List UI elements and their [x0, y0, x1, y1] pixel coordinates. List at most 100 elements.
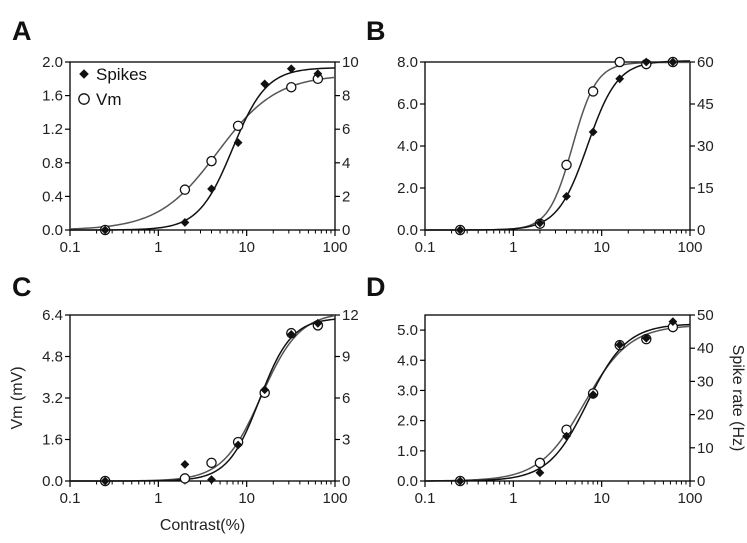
- spikes-point: [313, 318, 323, 328]
- panel-letter: A: [12, 16, 32, 46]
- x-tick-label: 1: [509, 490, 517, 507]
- y-left-tick-label: 0.4: [42, 188, 63, 205]
- y-left-tick-label: 5.0: [397, 322, 418, 339]
- y-right-tick-label: 30: [697, 138, 714, 155]
- y-right-tick-label: 40: [697, 340, 714, 357]
- panel-letter: D: [366, 272, 386, 302]
- x-tick-label: 10: [593, 239, 610, 256]
- x-tick-label: 100: [677, 239, 702, 256]
- panel-letter: B: [366, 16, 386, 46]
- plot-frame: [424, 61, 691, 231]
- y-left-tick-label: 0.0: [397, 222, 418, 239]
- x-tick-label: 0.1: [60, 239, 81, 256]
- spikes-point: [207, 184, 216, 194]
- y-right-tick-label: 2: [342, 188, 350, 205]
- legend-spikes-marker: [79, 69, 89, 79]
- vm-point: [614, 56, 625, 68]
- y-axis-right-title: Spike rate (Hz): [729, 345, 746, 452]
- panel-D: D 0.1 1 10 100 0.0 1.0 2.0 3.0 4.0 5.0 0 10 20 30 40 50: [366, 272, 714, 507]
- y-left-tick-label: 4.0: [397, 138, 418, 155]
- y-left-tick-label: 1.6: [42, 88, 63, 105]
- vm-point: [232, 120, 244, 132]
- plot-frame: [424, 314, 691, 482]
- x-tick-label: 0.1: [415, 239, 436, 256]
- vm-point: [179, 184, 191, 195]
- y-right-tick-label: 60: [697, 54, 714, 71]
- spikes-point: [100, 476, 110, 486]
- spikes-point: [180, 460, 190, 469]
- spikes-point: [641, 57, 651, 67]
- y-right-tick-label: 4: [342, 155, 350, 172]
- x-tick-label: 100: [322, 239, 347, 256]
- spikes-point: [180, 218, 190, 227]
- panel-A: A 0.1 1 10 100 0.0 0.4 0.8 1.2 1.6 2.0 0 2 4 6 8 10 Spike…: [12, 16, 359, 256]
- x-tick-label: 1: [509, 239, 517, 256]
- x-tick-label: 1: [154, 490, 162, 507]
- spikes-point: [535, 468, 545, 478]
- spikes-point: [260, 385, 270, 395]
- spikes-point: [313, 69, 323, 79]
- y-left-tick-label: 4.0: [397, 352, 418, 369]
- y-left-tick-label: 0.0: [397, 473, 418, 490]
- y-left-tick-label: 6.4: [42, 307, 63, 324]
- panel-letter: C: [12, 272, 32, 302]
- y-left-tick-label: 4.8: [42, 349, 63, 366]
- vm-fit-curve: [425, 61, 690, 231]
- x-tick-label: 10: [238, 239, 255, 256]
- vm-point: [587, 86, 599, 97]
- y-right-tick-label: 10: [697, 440, 714, 457]
- y-left-tick-label: 1.0: [397, 443, 418, 460]
- spikes-point: [260, 79, 270, 89]
- y-left-tick-label: 1.6: [42, 432, 63, 449]
- x-tick-label: 0.1: [60, 490, 81, 507]
- y-right-tick-label: 30: [697, 373, 714, 390]
- legend-vm-marker: [78, 93, 90, 105]
- vm-point: [286, 81, 297, 93]
- y-right-tick-label: 6: [342, 121, 350, 138]
- spikes-point: [641, 333, 651, 343]
- x-tick-label: 10: [593, 490, 610, 507]
- x-tick-label: 10: [238, 490, 255, 507]
- y-right-tick-label: 0: [342, 473, 350, 490]
- vm-point: [561, 159, 572, 171]
- x-axis-title: Contrast(%): [160, 517, 245, 534]
- spikes-point: [286, 329, 296, 339]
- plot-frame: [69, 314, 336, 482]
- vm-point: [179, 473, 191, 484]
- vm-point: [206, 457, 217, 469]
- spikes-point: [455, 476, 465, 486]
- spikes-point: [588, 390, 598, 400]
- spikes-point: [535, 218, 545, 228]
- y-right-tick-label: 0: [697, 222, 705, 239]
- spikes-point: [100, 225, 110, 235]
- legend-spikes-label: Spikes: [96, 65, 147, 84]
- x-tick-label: 100: [677, 490, 702, 507]
- spikes-fit-curve: [70, 318, 336, 482]
- spikes-point: [455, 225, 465, 235]
- vm-fit-curve: [70, 314, 336, 482]
- y-left-tick-label: 2.0: [42, 54, 63, 71]
- y-right-tick-label: 15: [697, 180, 714, 197]
- legend: Spikes Vm: [78, 65, 147, 109]
- y-left-tick-label: 0.8: [42, 155, 63, 172]
- y-right-tick-label: 45: [697, 96, 714, 113]
- x-tick-label: 0.1: [415, 490, 436, 507]
- y-left-tick-label: 2.0: [397, 413, 418, 430]
- y-left-tick-label: 8.0: [397, 54, 418, 71]
- panel-B: B 0.1 1 10 100 0.0 2.0 4.0 6.0 8.0 0 15 30 45 60: [366, 16, 714, 256]
- y-right-tick-label: 0: [697, 473, 705, 490]
- y-left-tick-label: 0.0: [42, 222, 63, 239]
- spikes-point: [615, 74, 625, 84]
- spikes-point: [233, 440, 243, 450]
- y-left-tick-label: 3.2: [42, 390, 63, 407]
- vm-fit-curve: [424, 325, 691, 482]
- x-tick-label: 100: [322, 490, 347, 507]
- spikes-point: [207, 475, 216, 485]
- spikes-point: [668, 57, 678, 67]
- y-left-tick-label: 6.0: [397, 96, 418, 113]
- y-left-tick-label: 1.2: [42, 121, 63, 138]
- spikes-point: [233, 138, 243, 148]
- y-right-tick-label: 12: [342, 307, 359, 324]
- spikes-point: [615, 340, 625, 350]
